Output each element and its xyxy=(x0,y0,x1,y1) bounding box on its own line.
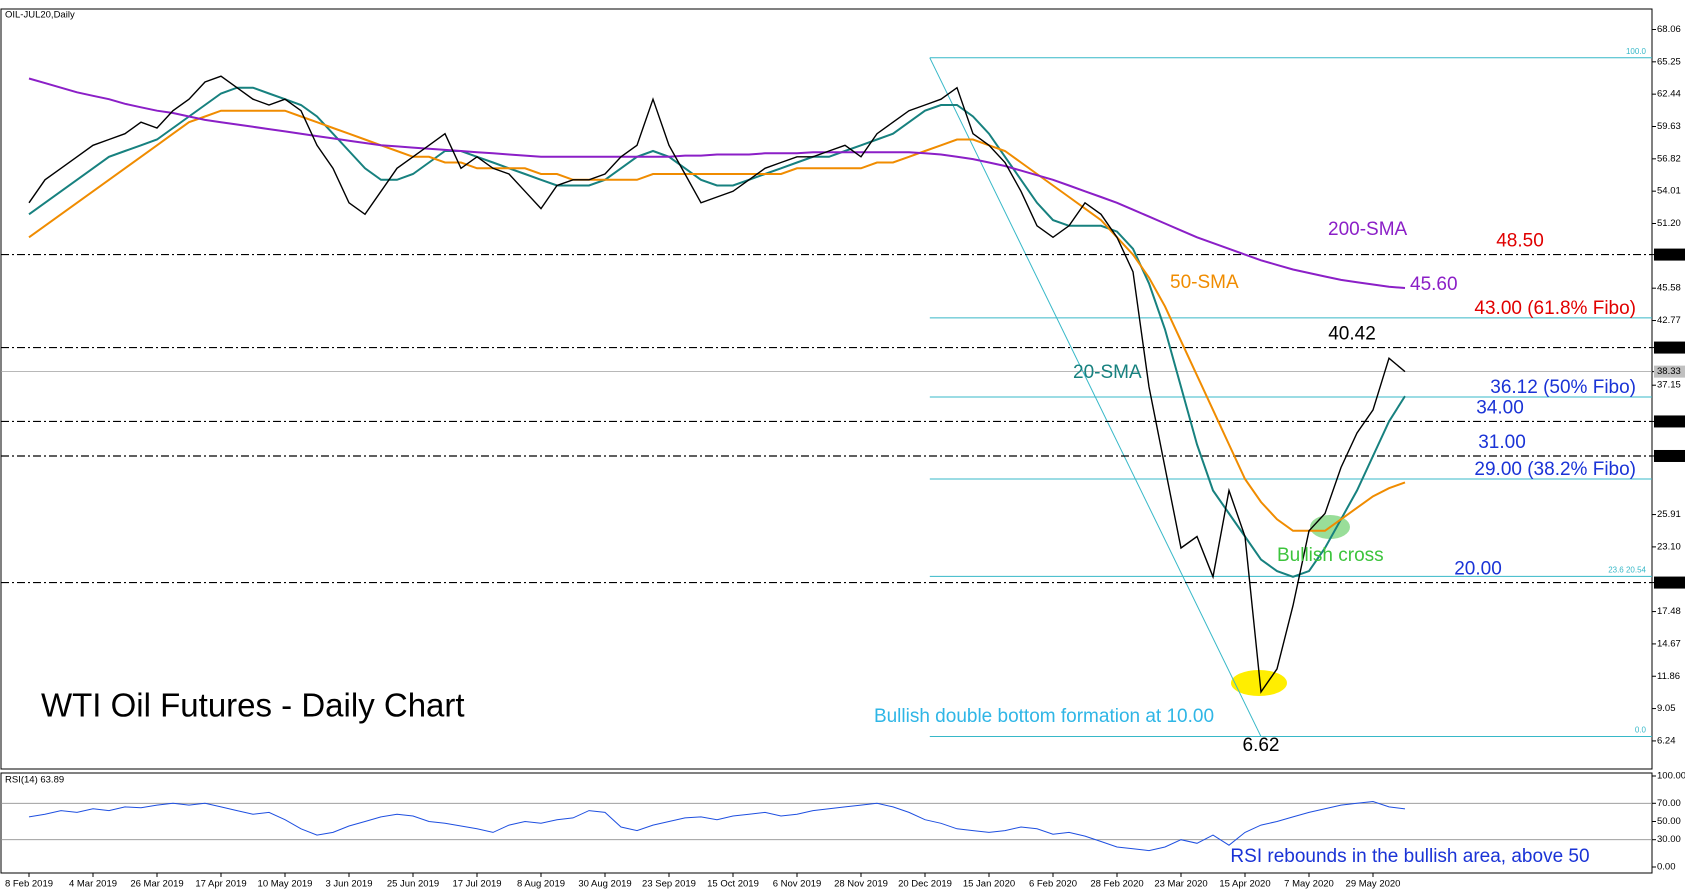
x-tick-label: 15 Jan 2020 xyxy=(963,879,1015,890)
x-tick-label: 17 Jul 2019 xyxy=(452,879,501,890)
x-tick-label: 6 Feb 2020 xyxy=(1029,879,1077,890)
fibo-label: 0.0 xyxy=(1635,726,1647,735)
x-tick-label: 8 Aug 2019 xyxy=(517,879,565,890)
y-tick-label: 50.00 xyxy=(1657,816,1681,827)
fibo-label: 36.12 (50% Fibo) xyxy=(1490,377,1636,398)
y-tick-label: 0.00 xyxy=(1657,862,1676,873)
x-tick-label: 7 May 2020 xyxy=(1284,879,1334,890)
x-tick-label: 4 Mar 2019 xyxy=(69,879,117,890)
level-label: 20.00 xyxy=(1454,559,1502,580)
x-tick-label: 30 Aug 2019 xyxy=(578,879,631,890)
x-tick-label: 25 Jun 2019 xyxy=(387,879,439,890)
x-tick-label: 20 Dec 2019 xyxy=(898,879,952,890)
sma50-label: 50-SMA xyxy=(1170,272,1239,293)
x-tick-label: 8 Feb 2019 xyxy=(5,879,53,890)
x-tick-label: 23 Sep 2019 xyxy=(642,879,696,890)
y-tick-label: 40.42 xyxy=(1657,342,1681,353)
x-tick-label: 6 Nov 2019 xyxy=(773,879,822,890)
tick-highlight xyxy=(1654,576,1685,589)
level-label: 48.50 xyxy=(1496,231,1544,252)
y-tick-label: 25.91 xyxy=(1657,509,1681,520)
fibo-label: 29.00 (38.2% Fibo) xyxy=(1474,459,1636,480)
y-tick-label: 20.00 xyxy=(1657,577,1681,588)
y-tick-label: 30.00 xyxy=(1657,834,1681,845)
y-tick-label: 23.10 xyxy=(1657,541,1681,552)
fibo-label: 43.00 (61.8% Fibo) xyxy=(1474,298,1636,319)
rsi-title: RSI(14) 63.89 xyxy=(5,775,64,786)
y-tick-label: 48.50 xyxy=(1657,249,1681,260)
tick-highlight xyxy=(1654,248,1685,261)
level-label: 34.00 xyxy=(1476,397,1524,418)
y-tick-label: 100.00 xyxy=(1657,771,1685,782)
x-tick-label: 17 Apr 2019 xyxy=(195,879,246,890)
y-tick-label: 51.20 xyxy=(1657,218,1681,229)
tick-highlight xyxy=(1654,365,1685,378)
y-tick-label: 65.25 xyxy=(1657,56,1681,67)
tick-highlight xyxy=(1654,341,1685,354)
sma20-label: 20-SMA xyxy=(1073,362,1142,383)
y-tick-label: 17.48 xyxy=(1657,606,1681,617)
y-tick-label: 70.00 xyxy=(1657,798,1681,809)
y-tick-label: 9.05 xyxy=(1657,703,1676,714)
rsi-annotation: RSI rebounds in the bullish area, above … xyxy=(1230,846,1589,867)
price-line xyxy=(28,800,1406,852)
chart-title: WTI Oil Futures - Daily Chart xyxy=(41,687,465,724)
rsi-panel-frame xyxy=(0,772,1653,874)
x-tick-label: 29 May 2020 xyxy=(1346,879,1401,890)
y-tick-label: 59.63 xyxy=(1657,121,1681,132)
y-tick-label: 62.44 xyxy=(1657,89,1681,100)
moving-average-line xyxy=(28,109,1406,532)
y-tick-label: 37.15 xyxy=(1657,380,1681,391)
y-tick-label: 54.01 xyxy=(1657,186,1681,197)
y-tick-label: 6.24 xyxy=(1657,735,1676,746)
moving-average-line xyxy=(28,77,1406,289)
level-label: 31.00 xyxy=(1478,432,1526,453)
tick-highlight xyxy=(1654,415,1685,428)
bullish-cross-label: Bullish cross xyxy=(1277,545,1384,566)
price-line xyxy=(28,75,1406,694)
x-tick-label: 3 Jun 2019 xyxy=(325,879,372,890)
double-bottom-highlight xyxy=(1231,670,1287,696)
x-tick-label: 15 Apr 2020 xyxy=(1219,879,1270,890)
y-tick-label: 45.58 xyxy=(1657,283,1681,294)
sma200-label: 200-SMA xyxy=(1328,219,1408,240)
x-tick-label: 10 May 2019 xyxy=(258,879,313,890)
y-tick-label: 56.82 xyxy=(1657,153,1681,164)
y-tick-label: 14.67 xyxy=(1657,638,1681,649)
x-tick-label: 15 Oct 2019 xyxy=(707,879,759,890)
x-tick-label: 26 Mar 2019 xyxy=(130,879,183,890)
level-label: 40.42 xyxy=(1328,324,1376,345)
y-tick-label: 34.00 xyxy=(1657,416,1681,427)
y-tick-label: 42.77 xyxy=(1657,315,1681,326)
sma200-value: 45.60 xyxy=(1410,274,1458,295)
tick-highlight xyxy=(1654,449,1685,462)
marks-layer: 68.06 65.25 62.44 59.63 56.82 54.01 51.20 48.50… xyxy=(1,24,1685,890)
x-tick-label: 23 Mar 2020 xyxy=(1154,879,1207,890)
double-bottom-label: Bullish double bottom formation at 10.00 xyxy=(874,706,1214,727)
x-tick-label: 28 Feb 2020 xyxy=(1090,879,1143,890)
low-label: 6.62 xyxy=(1243,735,1280,756)
y-tick-label: 68.06 xyxy=(1657,24,1681,35)
y-tick-label: 11.86 xyxy=(1657,671,1680,682)
fibo-label: 100.0 xyxy=(1626,47,1647,56)
fibo-label: 23.6 20.54 xyxy=(1608,565,1646,574)
x-tick-label: 28 Nov 2019 xyxy=(834,879,888,890)
moving-average-line xyxy=(28,86,1406,578)
symbol-label: OIL-JUL20,Daily xyxy=(5,10,75,21)
y-tick-label: 38.33 xyxy=(1657,366,1681,377)
y-tick-label: 31.00 xyxy=(1657,450,1681,461)
price-panel-frame xyxy=(0,8,1653,770)
